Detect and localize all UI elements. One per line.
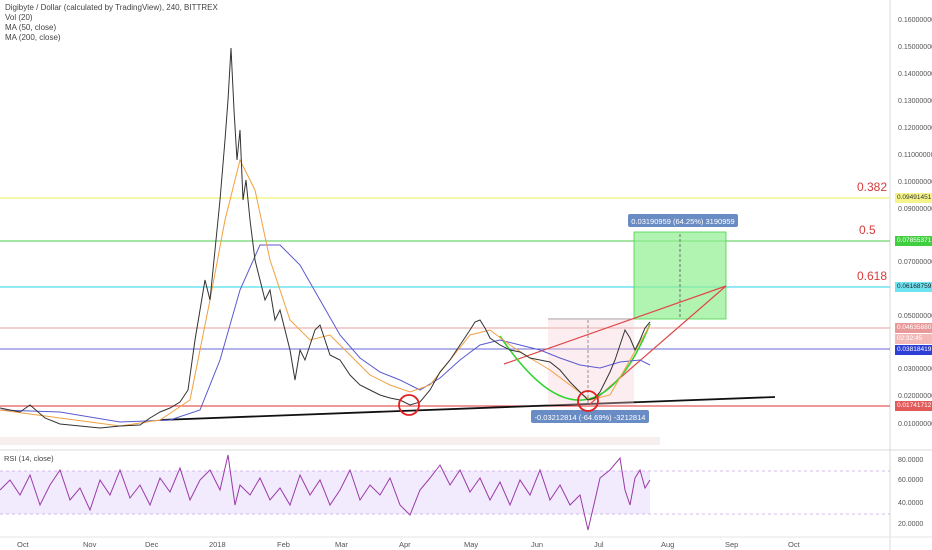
price-tag: 0.07855371 bbox=[895, 236, 932, 246]
price-tick: 0.16000000 bbox=[898, 17, 932, 24]
time-tick: Nov bbox=[83, 540, 97, 549]
cup-arc bbox=[499, 323, 651, 401]
price-tick: 0.07000000 bbox=[898, 259, 932, 266]
price-tag: 0.01741712 bbox=[895, 401, 932, 411]
price-tick: 0.01000000 bbox=[898, 421, 932, 428]
price-tick: 0.11000000 bbox=[898, 152, 932, 159]
price-tick: 0.12000000 bbox=[898, 125, 932, 132]
time-tick: May bbox=[464, 540, 479, 549]
time-tick: Aug bbox=[661, 540, 675, 549]
price-tick: 0.03000000 bbox=[898, 366, 932, 373]
rsi-tick-80: 80.0000 bbox=[898, 457, 924, 464]
price-tick: 0.14000000 bbox=[898, 71, 932, 78]
price-tag: 0.09491451 bbox=[895, 193, 932, 203]
time-tick: Oct bbox=[788, 540, 800, 549]
vol-indicator-label[interactable]: Vol (20) bbox=[5, 13, 33, 22]
price-line bbox=[0, 47, 651, 429]
time-tick: 2018 bbox=[209, 540, 226, 549]
price-tick: 0.10000000 bbox=[898, 179, 932, 186]
rsi-label[interactable]: RSI (14, close) bbox=[4, 454, 54, 463]
time-tick: Dec bbox=[145, 540, 159, 549]
projection-line-upper bbox=[503, 285, 727, 365]
ma50-line bbox=[0, 158, 651, 427]
trendline-support bbox=[159, 396, 776, 421]
price-tag: 0.04635880 bbox=[895, 323, 932, 333]
price-tick: 0.09000000 bbox=[898, 206, 932, 213]
chart-title: Digibyte / Dollar (calculated by Trading… bbox=[5, 3, 218, 12]
ma200-line bbox=[0, 244, 651, 423]
time-tick: Apr bbox=[399, 540, 411, 549]
time-tick: Mar bbox=[335, 540, 348, 549]
fib-label-0382: 0.382 bbox=[857, 180, 888, 194]
rsi-tick-60: 60.0000 bbox=[898, 477, 924, 484]
measure-label-down: -0.03212814 (-64.69%) -3212814 bbox=[535, 413, 646, 422]
time-tick: Jun bbox=[531, 540, 544, 549]
fib-label-0618: 0.618 bbox=[857, 269, 888, 283]
ma50-indicator-label[interactable]: MA (50, close) bbox=[5, 23, 57, 32]
ma200-indicator-label[interactable]: MA (200, close) bbox=[5, 33, 61, 42]
measure-label-up-bg bbox=[628, 214, 738, 227]
price-tag: 0.06168759 bbox=[895, 282, 932, 292]
bottom-circle-2 bbox=[577, 390, 599, 412]
volume-area bbox=[0, 437, 660, 445]
measure-label-down-bg bbox=[531, 410, 649, 423]
fib-label-05: 0.5 bbox=[859, 223, 876, 237]
price-tick: 0.02000000 bbox=[898, 393, 932, 400]
time-tick: Jul bbox=[594, 540, 604, 549]
price-tick: 0.13000000 bbox=[898, 98, 932, 105]
rsi-line bbox=[0, 454, 651, 531]
price-tag: 0.03818419 bbox=[895, 345, 932, 355]
rsi-tick-20: 20.0000 bbox=[898, 521, 924, 528]
price-tick: 0.15000000 bbox=[898, 44, 932, 51]
price-tick: 0.05000000 bbox=[898, 313, 932, 320]
price-tag: 02:32:45 bbox=[895, 334, 932, 344]
bottom-circle-1 bbox=[398, 394, 420, 416]
time-tick: Feb bbox=[277, 540, 290, 549]
time-tick: Oct bbox=[17, 540, 29, 549]
measure-label-up: 0.03190959 (64.25%) 3190959 bbox=[631, 217, 734, 226]
rsi-tick-40: 40.0000 bbox=[898, 500, 924, 507]
time-tick: Sep bbox=[725, 540, 739, 549]
